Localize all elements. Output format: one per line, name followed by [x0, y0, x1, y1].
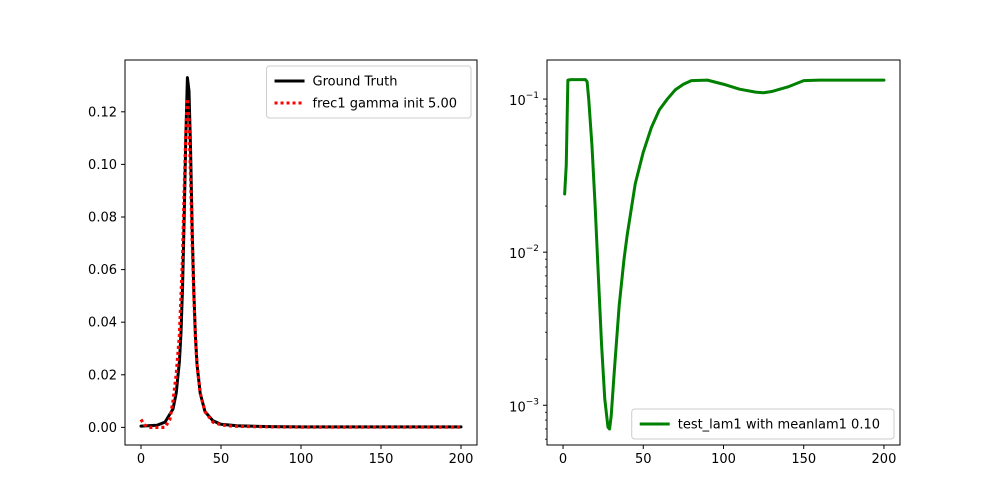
- y-tick-label-base: 10: [509, 94, 526, 109]
- legend-box: [631, 408, 895, 440]
- legend: test_lam1 with meanlam1 0.10: [631, 408, 895, 440]
- y-tick-label: 0.10: [88, 158, 117, 173]
- legend-label: frec1 gamma init 5.00: [313, 97, 457, 112]
- series-lines: [563, 78, 886, 431]
- x-tick-label: 150: [369, 452, 394, 467]
- y-tick-label: 0.02: [88, 368, 117, 383]
- x-tick-label: 150: [791, 452, 816, 467]
- x-tick-label: 0: [137, 452, 145, 467]
- legend-box: [266, 65, 472, 119]
- y-tick-label-exponent: −3: [526, 397, 539, 407]
- y-tick-label-base: 10: [509, 247, 526, 262]
- y-tick-label-exponent: −1: [526, 91, 539, 101]
- series-line-1: [139, 97, 461, 429]
- y-tick-label: 10−3: [509, 397, 539, 415]
- x-tick-label: 200: [449, 452, 474, 467]
- y-tick-label-base: 10: [509, 400, 526, 415]
- legend-label: Ground Truth: [313, 75, 398, 90]
- x-tick-label: 100: [289, 452, 314, 467]
- x-tick-label: 0: [559, 452, 567, 467]
- left-chart-panel: 0 50 100 150 200 0.00 0.02 0.04 0.06 0.08 0.10 0.12…: [88, 59, 478, 467]
- legend: Ground Truth frec1 gamma init 5.00: [266, 65, 472, 119]
- x-tick-label: 50: [635, 452, 652, 467]
- x-tick-label: 200: [872, 452, 897, 467]
- y-tick-label: 0.04: [88, 316, 117, 331]
- x-tick-label: 100: [711, 452, 736, 467]
- y-tick-label: 0.08: [88, 210, 117, 225]
- series-lines: [139, 76, 463, 429]
- y-tick-label: 10−2: [509, 244, 539, 262]
- y-tick-label: 0.00: [88, 421, 117, 436]
- y-tick-label: 0.06: [88, 263, 117, 278]
- y-tick-label-exponent: −2: [526, 244, 539, 254]
- x-tick-label: 50: [213, 452, 230, 467]
- y-tick-label: 10−1: [509, 91, 539, 109]
- series-line-0: [563, 78, 886, 431]
- y-tick-label: 0.12: [88, 105, 117, 120]
- legend-label: test_lam1 with meanlam1 0.10: [678, 418, 880, 433]
